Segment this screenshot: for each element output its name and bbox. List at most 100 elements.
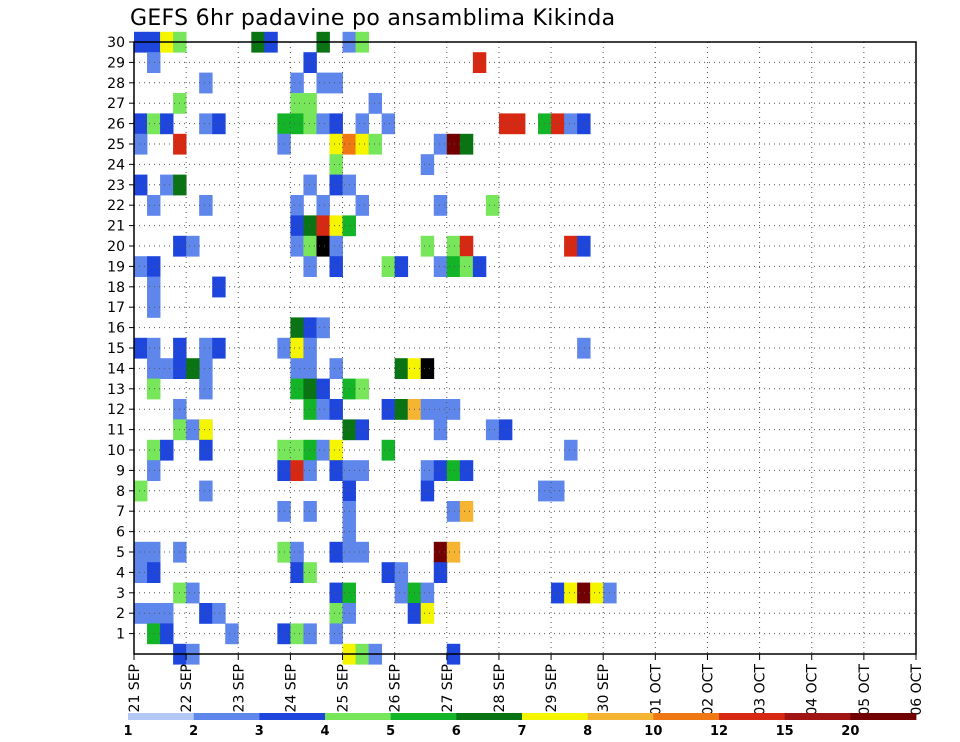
heatmap-cell — [329, 541, 343, 563]
y-tick-label: 12 — [107, 402, 125, 418]
heatmap-cell — [316, 439, 330, 461]
heatmap-cell — [290, 195, 304, 216]
heatmap-cell — [394, 358, 409, 379]
colorbar-label: 3 — [255, 724, 264, 739]
heatmap-cell — [551, 480, 565, 502]
heatmap-cell — [446, 460, 461, 481]
heatmap-cell — [303, 52, 317, 73]
heatmap-cell — [199, 378, 213, 400]
heatmap-cell — [134, 133, 148, 155]
heatmap-cell — [316, 399, 330, 420]
heatmap-cell — [420, 603, 435, 624]
y-tick-label: 23 — [107, 178, 125, 194]
colorbar-swatch — [325, 713, 392, 720]
y-axis: 1234567891011121314151617181920212223242… — [107, 35, 134, 643]
heatmap-cell — [459, 235, 474, 257]
heatmap-cell — [199, 419, 213, 441]
heatmap-cell — [329, 235, 343, 257]
heatmap-cell — [290, 358, 304, 379]
y-tick-label: 10 — [107, 443, 125, 459]
heatmap-cell — [355, 378, 369, 400]
heatmap-cell — [147, 623, 161, 645]
heatmap-cell — [368, 93, 383, 114]
heatmap-cell — [160, 358, 174, 379]
heatmap-cell — [290, 337, 304, 359]
heatmap-cell — [199, 113, 213, 135]
heatmap-cell — [433, 195, 448, 216]
heatmap-cell — [420, 358, 435, 379]
colorbar-swatch — [719, 713, 786, 720]
colorbar-swatch — [850, 713, 917, 720]
heatmap-cell — [303, 399, 317, 420]
heatmap-cell — [329, 256, 343, 277]
heatmap-cell — [160, 113, 174, 135]
heatmap-cell — [316, 195, 330, 216]
heatmap-cell — [134, 603, 148, 624]
heatmap-cell — [420, 460, 435, 481]
y-tick-label: 11 — [107, 423, 125, 439]
colorbar-label: 12 — [710, 724, 728, 739]
heatmap-cell — [420, 399, 435, 420]
heatmap-cell — [459, 133, 474, 155]
heatmap-cell — [459, 256, 474, 277]
heatmap-cell — [290, 113, 304, 135]
y-tick-label: 9 — [116, 463, 125, 479]
colorbar-swatch — [587, 713, 654, 720]
heatmap-cell — [290, 317, 304, 339]
colorbar-swatch — [390, 713, 457, 720]
colorbar-label: 4 — [320, 724, 329, 739]
heatmap-cell — [290, 562, 304, 583]
y-tick-label: 6 — [116, 525, 125, 541]
heatmap-cell — [316, 113, 330, 135]
colorbar-label: 20 — [841, 724, 859, 739]
heatmap-cell — [212, 113, 226, 135]
heatmap-cell — [160, 603, 174, 624]
heatmap-cell — [290, 460, 304, 481]
heatmap-cell — [134, 337, 148, 359]
heatmap-cell — [186, 235, 200, 257]
heatmap-cell — [420, 154, 435, 175]
heatmap-cell — [433, 562, 448, 583]
heatmap-cell — [420, 480, 435, 502]
x-tick-label: 01 OCT — [648, 664, 664, 716]
heatmap-cell — [303, 174, 317, 196]
heatmap-cell — [446, 399, 461, 420]
colorbar-label: 1 — [123, 724, 132, 739]
y-tick-label: 8 — [116, 484, 125, 500]
heatmap-cell — [303, 378, 317, 400]
heatmap-cell — [381, 562, 396, 583]
y-tick-label: 17 — [107, 300, 125, 316]
heatmap-cell — [551, 113, 565, 135]
heatmap-cell — [459, 460, 474, 481]
heatmap-cell — [433, 256, 448, 277]
heatmap-cell — [577, 113, 591, 135]
y-tick-label: 7 — [116, 504, 125, 520]
y-tick-label: 2 — [116, 606, 125, 622]
heatmap-cell — [290, 72, 304, 94]
heatmap-cell — [329, 399, 343, 420]
x-tick-label: 02 OCT — [700, 664, 716, 716]
colorbar-swatch — [456, 713, 523, 720]
heatmap-cell — [147, 195, 161, 216]
heatmap-cell — [303, 215, 317, 237]
heatmap-cell — [290, 235, 304, 257]
heatmap-cell — [329, 133, 343, 155]
colorbar: 1 2 3 4 5 6 7 8 10 12 15 20 — [123, 713, 917, 739]
x-tick-label: 26 SEP — [388, 664, 404, 712]
y-tick-label: 5 — [116, 545, 125, 561]
x-tick-label: 22 SEP — [179, 664, 195, 712]
heatmap-cell — [199, 72, 213, 94]
heatmap-cell — [381, 256, 396, 277]
y-tick-label: 25 — [107, 137, 125, 153]
heatmap-cell — [433, 460, 448, 481]
heatmap-cell — [329, 460, 343, 481]
heatmap-cell — [394, 256, 409, 277]
heatmap-cell — [186, 358, 200, 379]
heatmap-cell — [147, 337, 161, 359]
heatmap-cell — [355, 133, 369, 155]
heatmap-cell — [355, 460, 369, 481]
heatmap-cell — [433, 399, 448, 420]
heatmap-cell — [446, 541, 461, 563]
heatmap-cell — [303, 358, 317, 379]
heatmap-cell — [290, 378, 304, 400]
